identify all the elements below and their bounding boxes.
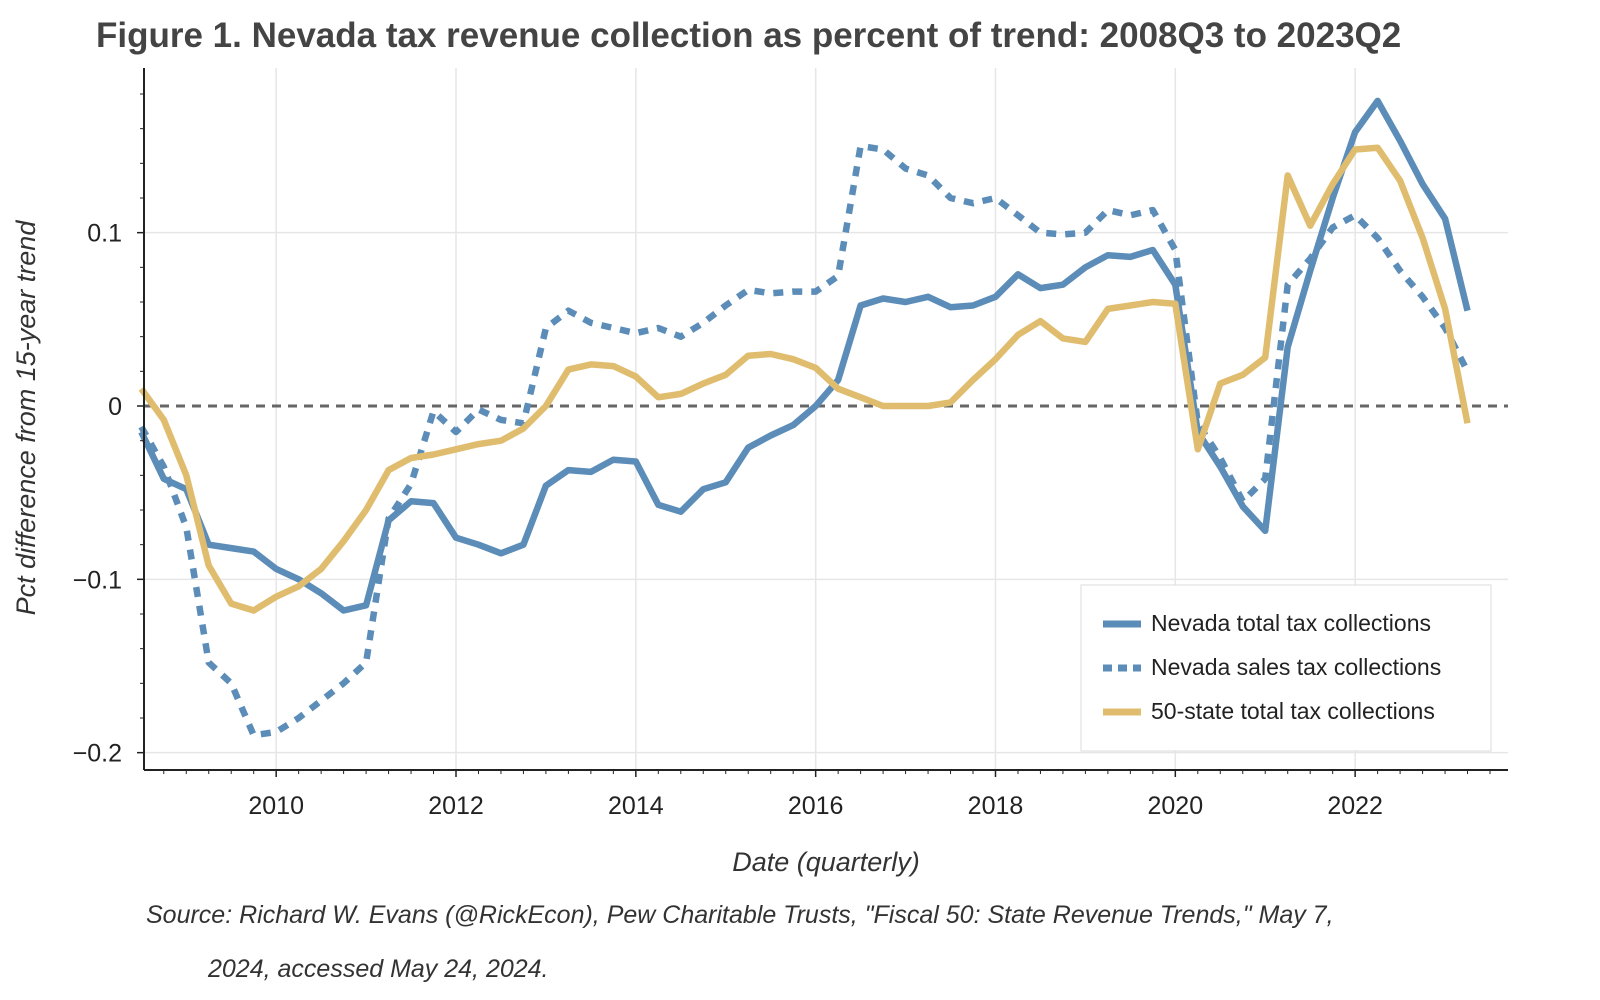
x-tick-label: 2014 xyxy=(608,792,664,820)
y-axis-label: Pct difference from 15-year trend xyxy=(11,220,41,616)
chart-title: Figure 1. Nevada tax revenue collection … xyxy=(96,16,1402,55)
source-note-line-1: Source: Richard W. Evans (@RickEcon), Pe… xyxy=(146,901,1334,929)
x-tick-label: 2016 xyxy=(788,792,844,820)
series-layer xyxy=(138,97,1471,739)
series-line-2 xyxy=(138,144,1471,614)
axes-layer xyxy=(137,68,1508,777)
x-tick-label: 2018 xyxy=(968,792,1024,820)
source-note-line-2: 2024, accessed May 24, 2024. xyxy=(208,955,549,983)
x-tick-label: 2022 xyxy=(1327,792,1383,820)
y-tick-label: 0 xyxy=(108,393,122,421)
series-line-0 xyxy=(138,97,1471,614)
legend-label-50-state: 50-state total tax collections xyxy=(1151,698,1435,724)
y-tick-label: −0.2 xyxy=(73,740,122,768)
legend: Nevada total tax collections Nevada sale… xyxy=(1080,584,1492,752)
source-note: Source: Richard W. Evans (@RickEcon), Pe… xyxy=(146,888,1546,996)
y-tick-label: −0.1 xyxy=(73,566,122,594)
legend-label-nevada-total: Nevada total tax collections xyxy=(1151,610,1431,636)
legend-box xyxy=(1080,584,1492,752)
x-tick-label: 2010 xyxy=(248,792,304,820)
tick-label-layer: 2010 2012 2014 2016 2018 2020 2022 −0.2 −0.1 0 0.1 xyxy=(73,220,1383,820)
x-axis-label: Date (quarterly) xyxy=(732,847,920,877)
x-tick-label: 2012 xyxy=(428,792,484,820)
x-tick-label: 2020 xyxy=(1148,792,1204,820)
y-tick-label: 0.1 xyxy=(87,220,122,248)
legend-label-nevada-sales: Nevada sales tax collections xyxy=(1151,654,1441,680)
